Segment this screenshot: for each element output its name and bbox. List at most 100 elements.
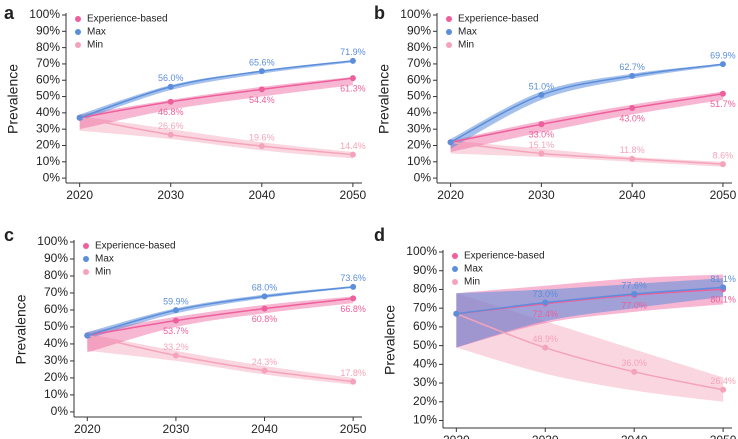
y-tick-label: 60%: [44, 302, 68, 316]
series-line: [456, 286, 724, 315]
x-tick-label: 2040: [251, 422, 278, 436]
x-tick-label: 2020: [443, 433, 470, 439]
series-line: [450, 141, 723, 165]
data-point: [84, 332, 91, 339]
panel: b Prevalence 0% 10% 20% 30% 40% 50% 60% 70% 80% 90%…: [374, 3, 737, 202]
x-tick-label: 2030: [532, 433, 559, 439]
legend-label: Experience-based: [458, 14, 539, 25]
legend-marker: [83, 256, 89, 262]
legend-label: Max: [458, 27, 477, 38]
series-line: [79, 60, 353, 119]
x-tick-label: 2020: [437, 188, 464, 202]
y-tick-label: 30%: [44, 353, 68, 367]
data-point: [350, 378, 357, 385]
confidence-band: [450, 140, 723, 167]
confidence-band: [450, 91, 723, 153]
y-tick-label: 80%: [36, 40, 60, 54]
series-line: [456, 313, 724, 391]
y-tick-label: 80%: [407, 40, 431, 54]
value-label: 24.3%: [252, 357, 278, 367]
data-point: [172, 307, 179, 314]
data-point: [631, 368, 638, 375]
legend-label: Min: [95, 267, 111, 278]
data-point: [629, 72, 636, 79]
y-tick-label: 60%: [407, 72, 431, 86]
data-point: [349, 75, 356, 82]
data-point: [538, 91, 545, 98]
legend-label: Experience-based: [95, 241, 176, 252]
value-label: 14.4%: [340, 141, 366, 151]
y-tick-label: 90%: [413, 263, 437, 277]
data-point: [261, 293, 268, 300]
x-tick-label: 2050: [710, 433, 737, 439]
series-line: [79, 117, 353, 156]
value-label: 51.0%: [529, 81, 555, 91]
value-label: 53.7%: [163, 326, 189, 336]
y-tick-label: 100%: [406, 244, 437, 258]
value-label: 51.7%: [710, 99, 736, 109]
legend-label: Max: [464, 264, 483, 275]
value-label: 19.6%: [249, 133, 275, 143]
y-axis-label: Prevalence: [376, 64, 392, 134]
series-line: [87, 286, 354, 337]
y-axis-label: Prevalence: [5, 64, 21, 134]
value-label: 71.9%: [340, 47, 366, 57]
y-axis-label: Prevalence: [382, 305, 398, 375]
y-tick-label: 90%: [36, 23, 60, 37]
legend-label: Max: [95, 254, 114, 265]
series-line: [87, 297, 354, 337]
panel-label: d: [374, 225, 385, 245]
y-tick-label: 50%: [36, 89, 60, 103]
value-label: 36.0%: [621, 358, 647, 368]
y-tick-label: 20%: [407, 138, 431, 152]
y-tick-label: 20%: [36, 138, 60, 152]
y-tick-label: 20%: [413, 394, 437, 408]
panel-label: a: [4, 3, 15, 23]
legend-label: Min: [464, 277, 480, 288]
legend-label: Experience-based: [87, 14, 168, 25]
panel: a Prevalence 0% 10% 20% 30% 40% 50% 60% 70% 80% 90%…: [4, 3, 367, 202]
y-tick-label: 30%: [407, 121, 431, 135]
data-point: [258, 86, 265, 93]
data-point: [542, 299, 549, 306]
data-point: [172, 352, 179, 359]
y-tick-label: 60%: [36, 72, 60, 86]
data-point: [629, 104, 636, 111]
confidence-band: [79, 76, 353, 130]
legend-marker: [83, 243, 89, 249]
data-point: [261, 305, 268, 312]
panel: d Prevalence 10% 20% 30% 40% 50% 60% 70% 80% 90% 10…: [374, 225, 737, 439]
data-point: [538, 150, 545, 157]
x-tick-label: 2030: [528, 188, 555, 202]
y-tick-label: 90%: [407, 23, 431, 37]
y-tick-label: 30%: [36, 121, 60, 135]
series-line: [450, 93, 724, 143]
legend-marker: [446, 42, 452, 48]
value-label: 8.6%: [713, 150, 734, 160]
x-tick-label: 2050: [710, 188, 737, 202]
data-point: [719, 90, 726, 97]
y-tick-label: 30%: [413, 375, 437, 389]
data-point: [447, 139, 454, 146]
y-tick-label: 100%: [400, 7, 431, 21]
x-tick-label: 2030: [163, 422, 190, 436]
value-label: 73.6%: [340, 273, 366, 283]
value-label: 65.6%: [249, 57, 275, 67]
y-tick-label: 90%: [44, 251, 68, 265]
data-point: [76, 114, 83, 121]
value-label: 15.1%: [529, 140, 555, 150]
data-point: [350, 295, 357, 302]
data-point: [631, 290, 638, 297]
y-tick-label: 80%: [44, 268, 68, 282]
x-tick-label: 2050: [340, 422, 367, 436]
y-tick-label: 10%: [407, 154, 431, 168]
data-point: [172, 317, 179, 324]
value-label: 81.1%: [710, 274, 736, 284]
y-tick-label: 50%: [407, 89, 431, 103]
panel-label: b: [374, 3, 385, 23]
value-label: 80.1%: [710, 295, 736, 305]
data-point: [542, 344, 549, 351]
data-point: [538, 121, 545, 128]
y-tick-label: 50%: [413, 338, 437, 352]
